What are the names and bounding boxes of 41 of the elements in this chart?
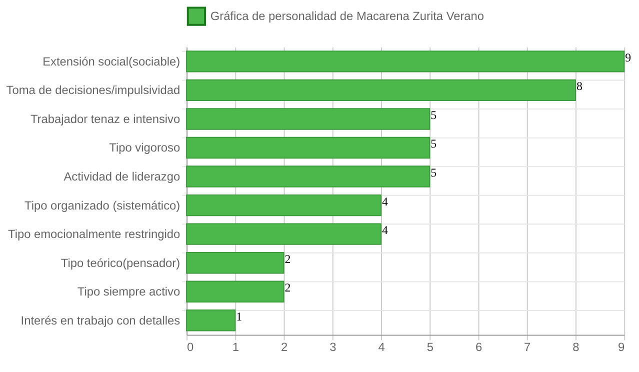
data-label: 2 xyxy=(284,252,291,266)
legend-label: Gráfica de personalidad de Macarena Zurita Verano xyxy=(210,9,484,24)
x-tick-label: 3 xyxy=(330,340,337,354)
data-label: 9 xyxy=(625,50,632,64)
y-tick-label: Trabajador tenaz e intensivo xyxy=(30,112,180,126)
y-tick-label: Toma de decisiones/impulsividad xyxy=(6,83,180,98)
y-tick-label: Actividad de liderazgo xyxy=(64,169,180,184)
y-tick-label: Tipo vigoroso xyxy=(109,140,180,155)
data-label: 1 xyxy=(236,309,242,324)
x-tick-label: 2 xyxy=(280,340,288,354)
bar xyxy=(186,79,576,102)
bar xyxy=(186,252,284,274)
y-tick-label: Tipo emocionalmente restringido xyxy=(8,227,180,242)
data-label: 4 xyxy=(382,194,388,208)
x-tick-label: 8 xyxy=(572,340,580,354)
data-label: 5 xyxy=(430,108,437,122)
bar xyxy=(186,50,625,72)
x-tick-label: 6 xyxy=(475,340,482,354)
y-tick-label: Interés en trabajo con detalles xyxy=(20,313,180,328)
bar xyxy=(186,166,430,188)
x-tick-label: 0 xyxy=(187,340,194,354)
bar xyxy=(186,280,284,302)
data-label: 4 xyxy=(382,223,388,238)
x-tick-label: 7 xyxy=(524,340,532,354)
data-label: 5 xyxy=(430,166,437,180)
x-tick-label: 9 xyxy=(618,340,625,354)
y-tick-label: Extensión social(sociable) xyxy=(42,54,180,68)
bar xyxy=(186,136,430,159)
data-label: 5 xyxy=(430,136,437,151)
y-tick-label: Tipo teórico(pensador) xyxy=(60,256,180,270)
bar xyxy=(186,194,382,216)
x-tick-label: 1 xyxy=(232,340,240,354)
data-label: 8 xyxy=(576,79,582,94)
y-tick-label: Tipo siempre activo xyxy=(77,284,180,299)
y-tick-label: Tipo organizado (sistemático) xyxy=(24,198,180,212)
bar xyxy=(186,108,430,130)
x-tick-label: 5 xyxy=(426,340,434,354)
bar xyxy=(186,223,382,245)
data-label: 2 xyxy=(284,280,291,295)
x-tick-label: 4 xyxy=(378,340,386,354)
bar xyxy=(186,310,236,332)
